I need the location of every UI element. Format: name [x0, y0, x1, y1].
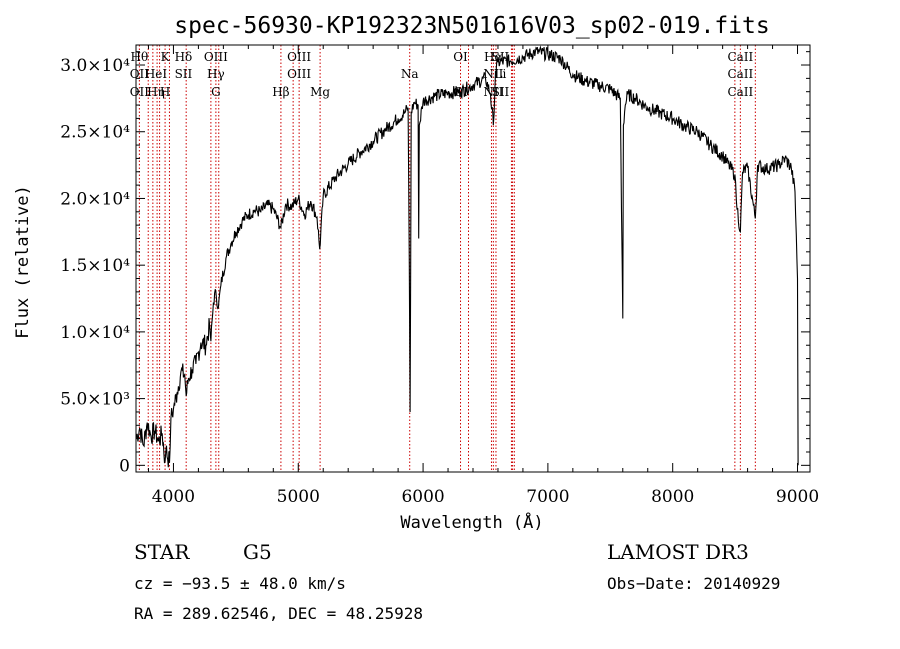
line-label: CaII — [727, 85, 753, 99]
spectrum-series — [136, 45, 799, 468]
y-tick-label: 0 — [119, 456, 130, 476]
line-label: G — [211, 85, 221, 99]
line-label: OIII — [287, 67, 311, 81]
x-tick-label: 4000 — [152, 487, 195, 507]
chart-title: spec-56930-KP192323N501616V03_sp02-019.f… — [174, 13, 769, 39]
line-label: Hβ — [272, 85, 289, 99]
line-label: OIII — [287, 50, 311, 64]
line-label: SII — [492, 50, 510, 64]
x-tick-label: 6000 — [401, 487, 444, 507]
line-label: H — [160, 85, 170, 99]
line-label: OII — [130, 67, 150, 81]
line-label: NII — [483, 67, 503, 81]
plot-axes — [135, 44, 811, 473]
line-label: Li — [495, 67, 507, 81]
line-label: HeI — [145, 67, 168, 81]
redshift-cz: cz = −93.5 ± 48.0 km/s — [134, 574, 346, 593]
spectrum-chart: spec-56930-KP192323N501616V03_sp02-019.f… — [13, 13, 819, 533]
line-label: OIII — [204, 50, 228, 64]
y-tick-label: 2.5×10⁴ — [60, 123, 130, 143]
plot-frame — [135, 44, 811, 473]
line-label: CaII — [727, 67, 753, 81]
spectral-line-markers — [138, 45, 756, 472]
x-tick-label: 9000 — [776, 487, 819, 507]
line-label: Hγ — [207, 67, 225, 81]
y-tick-label: 2.0×10⁴ — [60, 189, 130, 209]
spectrum-line — [136, 45, 799, 468]
x-axis-label: Wavelength (Å) — [400, 511, 543, 533]
line-label: SII — [492, 85, 510, 99]
y-axis-label: Flux (relative) — [13, 185, 33, 339]
line-label: SII — [175, 67, 193, 81]
y-tick-label: 5.0×10³ — [60, 390, 130, 410]
line-label: OI — [453, 50, 468, 64]
y-tick-label: 1.0×10⁴ — [60, 323, 130, 343]
object-subclass: G5 — [243, 540, 272, 564]
line-label: Na — [401, 67, 419, 81]
survey-name: LAMOST DR3 — [607, 540, 749, 564]
x-tick-label: 5000 — [277, 487, 320, 507]
observation-date: Obs−Date: 20140929 — [607, 574, 781, 593]
line-label: Mg — [310, 85, 330, 99]
x-axis-ticks: 4000 5000 6000 7000 8000 9000 — [147, 45, 819, 507]
y-tick-label: 1.5×10⁴ — [60, 256, 130, 276]
line-label: K — [161, 50, 171, 64]
line-label: Hδ — [175, 50, 193, 64]
y-axis-ticks: 0 5.0×10³ 1.0×10⁴ 1.5×10⁴ 2.0×10⁴ 2.5×10⁴ 3.0×… — [60, 51, 810, 476]
x-tick-label: 7000 — [526, 487, 569, 507]
y-tick-label: 3.0×10⁴ — [60, 56, 130, 76]
line-label: Hη — [147, 85, 165, 99]
line-label: Hθ — [131, 50, 149, 64]
object-class: STAR — [134, 540, 190, 564]
ra-dec: RA = 289.62546, DEC = 48.25928 — [134, 604, 423, 623]
line-label: CaII — [727, 50, 753, 64]
x-tick-label: 8000 — [651, 487, 694, 507]
